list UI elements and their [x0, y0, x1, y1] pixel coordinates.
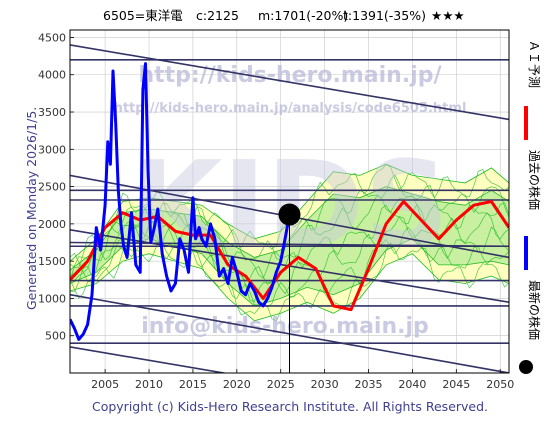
x-tick-label: 2010 — [135, 378, 163, 391]
x-tick-label: 2030 — [311, 378, 339, 391]
x-tick-label: 2015 — [179, 378, 207, 391]
y-tick-label: 1500 — [38, 255, 66, 268]
y-tick-label: 4000 — [38, 69, 66, 82]
header-target-price: t:1391(-35%) — [343, 8, 426, 23]
x-tick-label: 2040 — [398, 378, 426, 391]
y-tick-label: 3000 — [38, 143, 66, 156]
series — [70, 62, 509, 373]
y-tick-label: 500 — [45, 330, 66, 343]
axes: 2005 2010 2015 2020 2025 2030 2035 2040 2045 2050… — [38, 31, 514, 391]
legend-item: 最新の株価 — [519, 280, 542, 374]
x-tick-label: 2045 — [442, 378, 470, 391]
legend-item: 過去の株価 — [524, 150, 542, 270]
trend-line — [70, 346, 229, 373]
legend-swatch-dot — [519, 360, 533, 374]
y-tick-label: 2000 — [38, 218, 66, 231]
y-tick-label: 4500 — [38, 31, 66, 44]
legend-label: ＡＩ予測 — [527, 40, 541, 88]
y-tick-label: 1000 — [38, 292, 66, 305]
generated-date-label: Generated on Monday 2026/1/5. — [24, 107, 39, 310]
header-current-price: c:2125 — [196, 8, 239, 23]
y-tick-label: 3500 — [38, 106, 66, 119]
x-tick-label: 2005 — [91, 378, 119, 391]
header-rating-stars: ★★★ — [431, 8, 465, 23]
legend-label: 過去の株価 — [527, 150, 542, 210]
legend-item: ＡＩ予測 — [524, 40, 541, 140]
past-price-line — [70, 62, 291, 341]
x-tick-label: 2035 — [355, 378, 383, 391]
copyright-footer: Copyright (c) Kids-Hero Research Institu… — [92, 399, 488, 414]
header-median-price: m:1701(-20%) — [258, 8, 348, 23]
watermark-page-url: http://kids-hero.main.jp/analysis/code65… — [114, 101, 467, 116]
legend-label: 最新の株価 — [527, 280, 542, 340]
watermark-mail: info@kids-hero.main.jp — [141, 314, 429, 339]
trend-line — [70, 44, 509, 121]
x-tick-label: 2020 — [223, 378, 251, 391]
y-tick-label: 2500 — [38, 181, 66, 194]
header-title: 6505=東洋電 — [103, 8, 183, 23]
watermark-site-url: http://kids-hero.main.jp/ — [138, 63, 442, 88]
plot-frame — [69, 29, 510, 374]
x-tick-label: 2025 — [267, 378, 295, 391]
x-tick-label: 2050 — [486, 378, 514, 391]
latest-price-marker — [278, 203, 301, 226]
